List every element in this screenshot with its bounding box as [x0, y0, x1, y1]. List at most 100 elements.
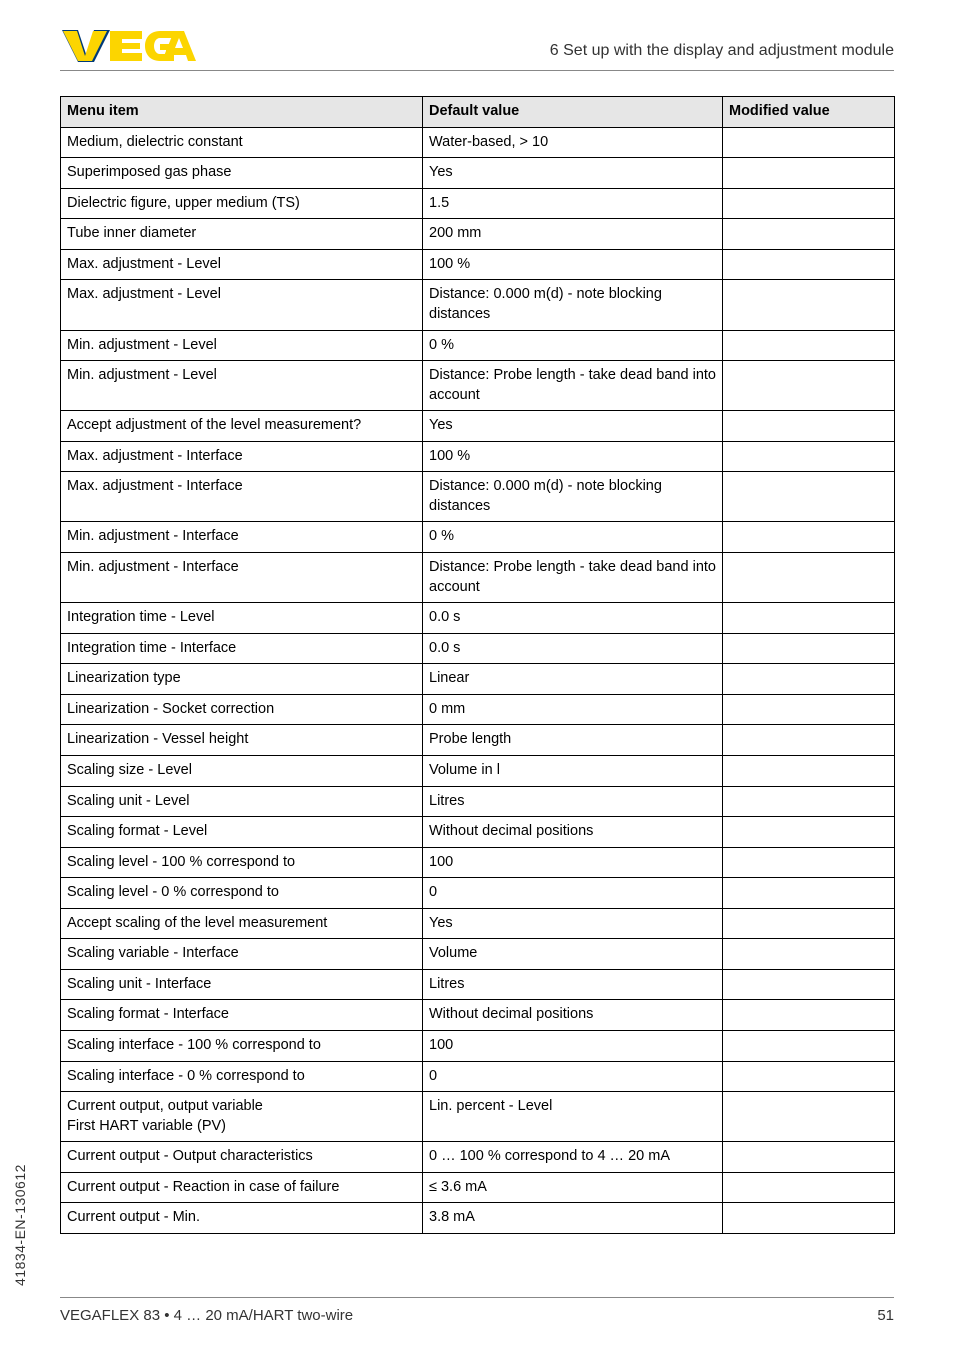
table-row: Scaling size - LevelVolume in l — [61, 755, 895, 786]
spec-table: Menu item Default value Modified value M… — [60, 96, 895, 1234]
cell-modified-value — [723, 1000, 895, 1031]
footer-rule — [60, 1297, 894, 1298]
cell-menu-item: Scaling unit - Interface — [61, 969, 423, 1000]
cell-modified-value — [723, 361, 895, 411]
table-row: Current output, output variableFirst HAR… — [61, 1092, 895, 1142]
cell-default-value: 0 — [423, 1061, 723, 1092]
cell-menu-item: Linearization type — [61, 664, 423, 695]
table-row: Current output - Min.3.8 mA — [61, 1203, 895, 1234]
table-row: Scaling level - 100 % correspond to100 — [61, 847, 895, 878]
cell-default-value: Lin. percent - Level — [423, 1092, 723, 1142]
cell-default-value: 0 % — [423, 330, 723, 361]
cell-default-value: Yes — [423, 158, 723, 189]
col-default-value: Default value — [423, 97, 723, 128]
cell-modified-value — [723, 694, 895, 725]
cell-modified-value — [723, 330, 895, 361]
cell-menu-item: Scaling level - 100 % correspond to — [61, 847, 423, 878]
cell-modified-value — [723, 411, 895, 442]
cell-modified-value — [723, 522, 895, 553]
cell-menu-item: Scaling format - Interface — [61, 1000, 423, 1031]
cell-default-value: 100 — [423, 847, 723, 878]
cell-modified-value — [723, 1142, 895, 1173]
cell-modified-value — [723, 969, 895, 1000]
table-row: Current output - Output characteristics0… — [61, 1142, 895, 1173]
cell-menu-item: Max. adjustment - Interface — [61, 441, 423, 472]
cell-menu-item: Integration time - Interface — [61, 633, 423, 664]
cell-default-value: 1.5 — [423, 188, 723, 219]
cell-default-value: 100 % — [423, 441, 723, 472]
cell-default-value: 0 … 100 % correspond to 4 … 20 mA — [423, 1142, 723, 1173]
table-header-row: Menu item Default value Modified value — [61, 97, 895, 128]
cell-modified-value — [723, 1031, 895, 1062]
cell-modified-value — [723, 280, 895, 330]
section-title: 6 Set up with the display and adjustment… — [550, 42, 894, 60]
cell-modified-value — [723, 847, 895, 878]
table-row: Max. adjustment - InterfaceDistance: 0.0… — [61, 472, 895, 522]
cell-modified-value — [723, 219, 895, 250]
cell-default-value: 0.0 s — [423, 633, 723, 664]
cell-menu-item: Max. adjustment - Level — [61, 249, 423, 280]
cell-menu-item: Dielectric figure, upper medium (TS) — [61, 188, 423, 219]
cell-menu-item: Medium, dielectric constant — [61, 127, 423, 158]
cell-menu-item: Superimposed gas phase — [61, 158, 423, 189]
table-row: Max. adjustment - Level100 % — [61, 249, 895, 280]
cell-menu-item: Max. adjustment - Interface — [61, 472, 423, 522]
cell-default-value: 0 % — [423, 522, 723, 553]
header-rule — [60, 70, 894, 71]
table-row: Min. adjustment - InterfaceDistance: Pro… — [61, 553, 895, 603]
table-row: Linearization - Vessel heightProbe lengt… — [61, 725, 895, 756]
cell-default-value: Yes — [423, 908, 723, 939]
cell-default-value: 0 mm — [423, 694, 723, 725]
table-row: Integration time - Interface0.0 s — [61, 633, 895, 664]
table-row: Accept scaling of the level measurementY… — [61, 908, 895, 939]
col-modified-value: Modified value — [723, 97, 895, 128]
cell-modified-value — [723, 908, 895, 939]
cell-menu-item: Max. adjustment - Level — [61, 280, 423, 330]
cell-menu-item: Scaling interface - 0 % correspond to — [61, 1061, 423, 1092]
cell-menu-item: Accept scaling of the level measurement — [61, 908, 423, 939]
cell-menu-item: Linearization - Vessel height — [61, 725, 423, 756]
table-row: Max. adjustment - Interface100 % — [61, 441, 895, 472]
table-row: Accept adjustment of the level measureme… — [61, 411, 895, 442]
cell-menu-item: Min. adjustment - Interface — [61, 553, 423, 603]
cell-default-value: Water-based, > 10 — [423, 127, 723, 158]
cell-modified-value — [723, 249, 895, 280]
cell-menu-item: Accept adjustment of the level measureme… — [61, 411, 423, 442]
table-row: Superimposed gas phaseYes — [61, 158, 895, 189]
table-row: Scaling format - LevelWithout decimal po… — [61, 817, 895, 848]
cell-modified-value — [723, 786, 895, 817]
table-row: Scaling level - 0 % correspond to0 — [61, 878, 895, 909]
cell-menu-item: Integration time - Level — [61, 603, 423, 634]
table-row: Current output - Reaction in case of fai… — [61, 1172, 895, 1203]
table-row: Scaling unit - InterfaceLitres — [61, 969, 895, 1000]
cell-menu-item: Tube inner diameter — [61, 219, 423, 250]
cell-default-value: Volume — [423, 939, 723, 970]
cell-modified-value — [723, 553, 895, 603]
cell-menu-item: Current output, output variableFirst HAR… — [61, 1092, 423, 1142]
cell-modified-value — [723, 755, 895, 786]
cell-menu-item: Scaling format - Level — [61, 817, 423, 848]
table-row: Scaling variable - InterfaceVolume — [61, 939, 895, 970]
cell-modified-value — [723, 603, 895, 634]
cell-menu-item: Min. adjustment - Level — [61, 330, 423, 361]
table-row: Max. adjustment - LevelDistance: 0.000 m… — [61, 280, 895, 330]
cell-default-value: Distance: Probe length - take dead band … — [423, 553, 723, 603]
cell-default-value: Yes — [423, 411, 723, 442]
table-row: Scaling interface - 0 % correspond to0 — [61, 1061, 895, 1092]
page-number: 51 — [877, 1307, 894, 1324]
cell-default-value: Distance: 0.000 m(d) - note blocking dis… — [423, 280, 723, 330]
cell-default-value: Without decimal positions — [423, 1000, 723, 1031]
col-menu-item: Menu item — [61, 97, 423, 128]
cell-modified-value — [723, 188, 895, 219]
vega-logo — [60, 28, 200, 69]
cell-menu-item: Min. adjustment - Interface — [61, 522, 423, 553]
cell-default-value: Linear — [423, 664, 723, 695]
doc-id-vertical: 41834-EN-130612 — [12, 1164, 28, 1286]
cell-default-value: 200 mm — [423, 219, 723, 250]
cell-modified-value — [723, 664, 895, 695]
cell-menu-item: Linearization - Socket correction — [61, 694, 423, 725]
cell-default-value: Litres — [423, 969, 723, 1000]
cell-default-value: 0 — [423, 878, 723, 909]
cell-default-value: 100 % — [423, 249, 723, 280]
cell-menu-item: Current output - Output characteristics — [61, 1142, 423, 1173]
